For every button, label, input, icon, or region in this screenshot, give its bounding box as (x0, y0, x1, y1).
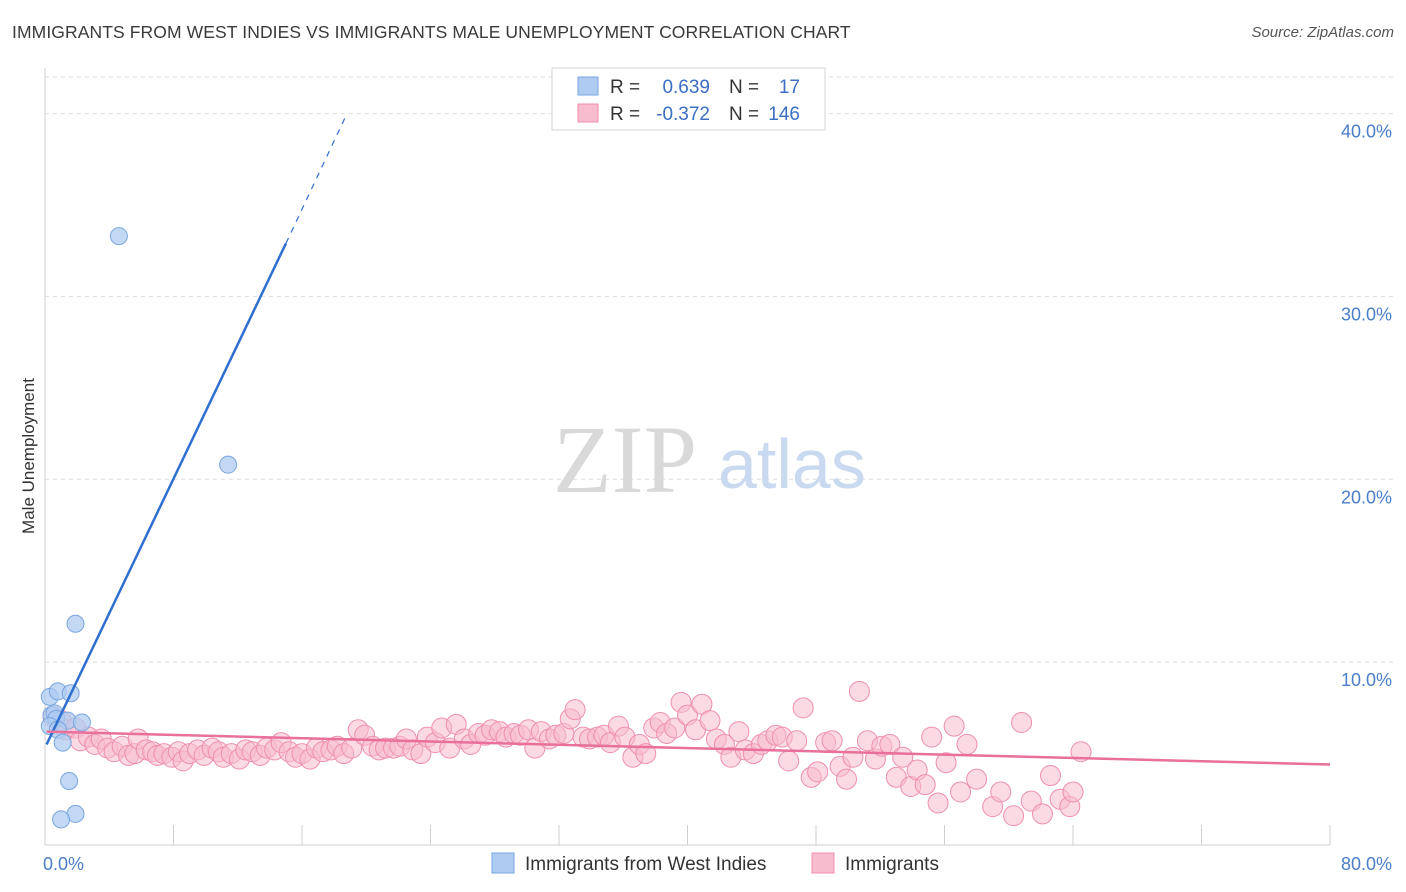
immigrants-point-95 (699, 710, 721, 732)
legend-n-value-1: 17 (779, 77, 800, 98)
x-tick-label-80: 80.0% (1341, 854, 1392, 874)
immigrants-point-135 (1003, 805, 1025, 827)
immigrants-point-90 (664, 717, 686, 739)
west-indies-point-14 (60, 772, 79, 790)
immigrants-point-138 (1031, 803, 1053, 825)
immigrants-point-139 (1040, 765, 1062, 787)
y-tick-label-30: 30.0% (1341, 304, 1392, 324)
bottom-legend-label-2: Immigrants (845, 854, 939, 875)
immigrants-point-136 (1011, 711, 1033, 733)
watermark-zip: ZIP (553, 406, 697, 513)
west-indies-point-13 (53, 733, 72, 752)
bottom-legend-swatch-blue (491, 852, 515, 874)
legend-r-value-2: -0.372 (656, 104, 710, 125)
y-tick-label-10: 10.0% (1341, 670, 1392, 690)
immigrants-point-115 (842, 746, 864, 768)
immigrants-point-126 (921, 726, 943, 748)
y-tick-labels: 10.0% 20.0% 30.0% 40.0% (1341, 122, 1392, 691)
immigrants-point-110 (807, 761, 829, 783)
legend-r-label-2: R = (610, 104, 640, 125)
bottom-legend-label-1: Immigrants from West Indies (525, 854, 766, 875)
bottom-legend-swatch-pink (811, 852, 835, 874)
west-indies-trend-extension (285, 113, 348, 244)
west-indies-point-0 (109, 227, 128, 246)
x-tick-label-0: 0.0% (43, 854, 84, 874)
immigrants-point-143 (1070, 741, 1092, 763)
west-indies-trend-line (45, 242, 288, 745)
immigrants-point-107 (786, 730, 808, 752)
immigrants-point-108 (792, 697, 814, 719)
legend-n-value-2: 146 (768, 104, 800, 125)
immigrants-point-134 (990, 781, 1012, 803)
immigrants-point-131 (956, 733, 978, 755)
west-indies-point-10 (72, 713, 91, 732)
legend-r-label-1: R = (610, 77, 640, 98)
immigrants-point-130 (950, 781, 972, 803)
legend-n-label-1: N = (729, 77, 759, 98)
legend-r-value-1: 0.639 (662, 77, 710, 98)
y-axis-title: Male Unemployment (19, 378, 38, 534)
west-indies-point-1 (219, 455, 238, 474)
immigrants-point-112 (821, 730, 843, 752)
legend-swatch-blue (577, 76, 599, 96)
legend-swatch-pink (577, 103, 599, 123)
source-label: Source: ZipAtlas.com (1251, 24, 1394, 41)
west-indies-points (40, 227, 238, 829)
immigrants-point-127 (927, 792, 949, 814)
legend-n-label-2: N = (729, 104, 759, 125)
x-tick-labels: 0.0% 80.0% (43, 854, 1392, 874)
immigrants-point-128 (935, 752, 957, 774)
immigrants-point-114 (836, 768, 858, 790)
immigrants-point-132 (966, 768, 988, 790)
watermark: ZIP atlas (553, 406, 866, 513)
stats-legend: R = 0.639 N = 17 R = -0.372 N = 146 (551, 67, 826, 131)
immigrants-point-106 (778, 750, 800, 772)
watermark-atlas: atlas (718, 425, 866, 503)
west-indies-point-16 (52, 810, 71, 829)
immigrants-point-86 (635, 743, 657, 765)
west-indies-point-2 (66, 614, 85, 633)
series-legend: Immigrants from West Indies Immigrants (491, 852, 939, 875)
immigrants-point-129 (943, 715, 965, 737)
immigrants-trend-line (46, 730, 1331, 766)
x-tick-marks (44, 825, 1331, 845)
trend-lines (45, 113, 1331, 766)
y-tick-label-40: 40.0% (1341, 122, 1392, 142)
immigrants-point-142 (1062, 781, 1084, 803)
immigrants-point-125 (914, 774, 936, 796)
immigrants-point-116 (848, 680, 870, 702)
immigrants-point-99 (728, 721, 750, 743)
grid-lines (45, 76, 1395, 663)
y-tick-label-20: 20.0% (1341, 487, 1392, 507)
chart-title: IMMIGRANTS FROM WEST INDIES VS IMMIGRANT… (12, 22, 851, 42)
immigrants-point-76 (564, 699, 586, 721)
